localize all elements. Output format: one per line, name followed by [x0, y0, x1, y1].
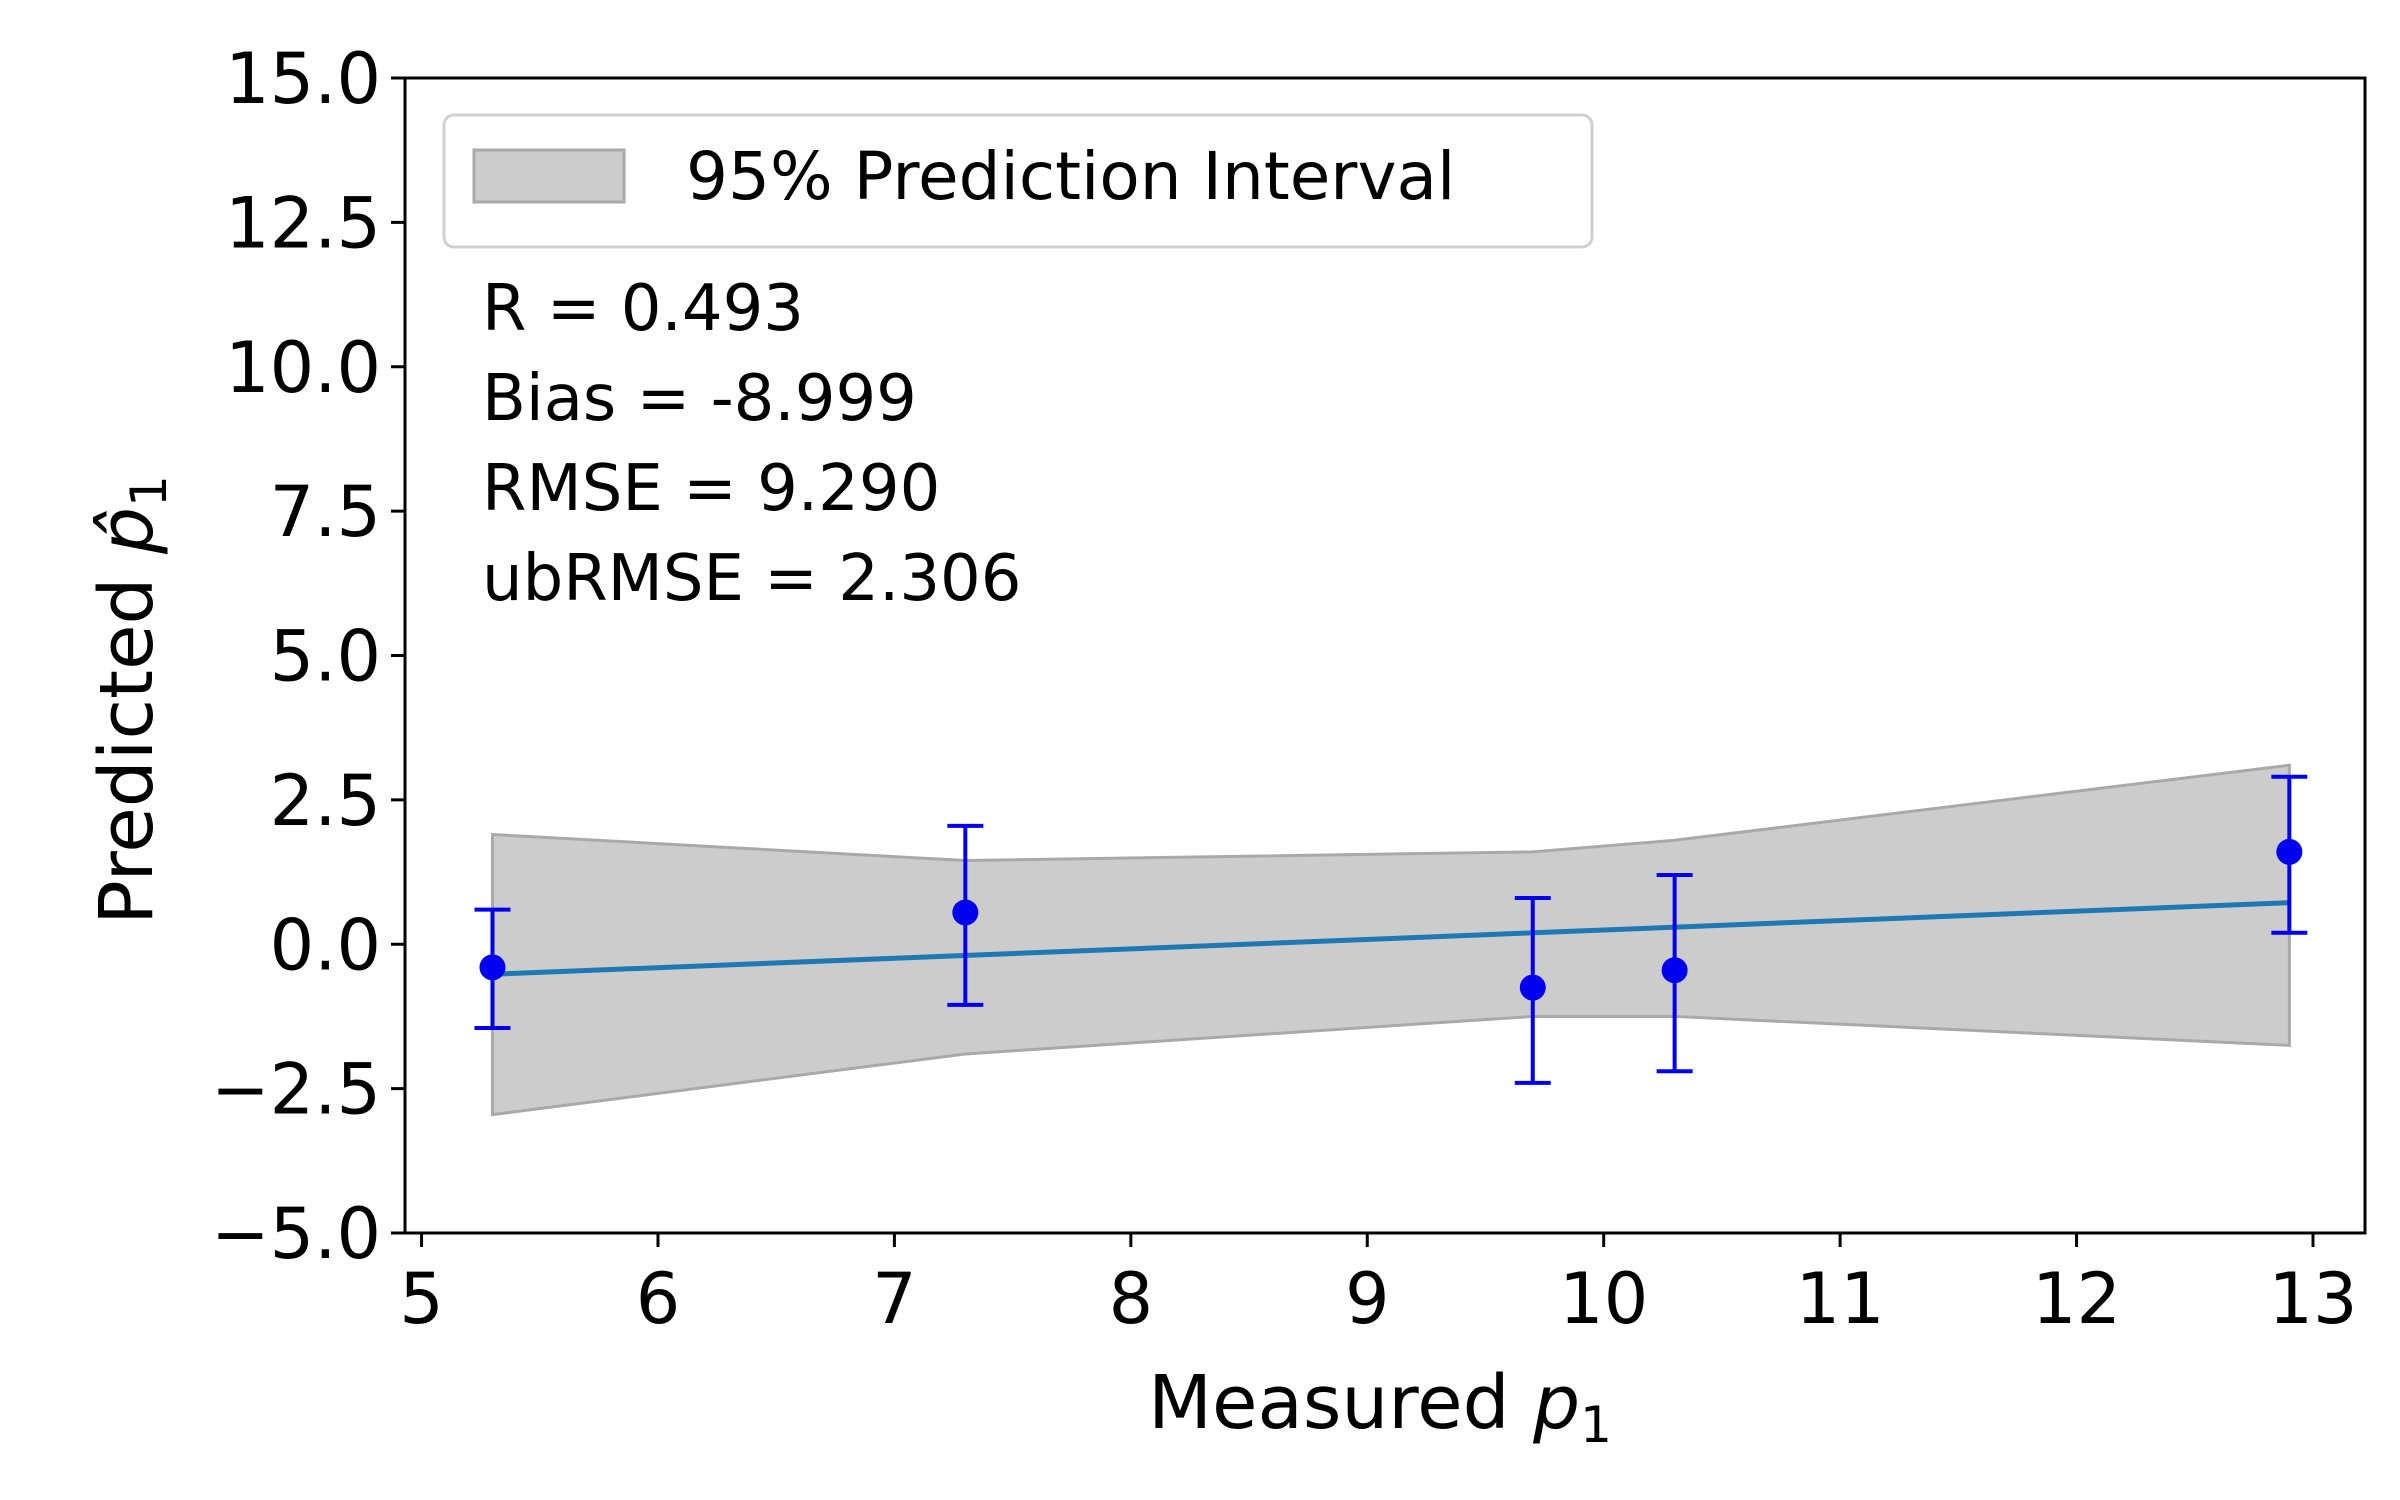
- data-point-1: [479, 954, 506, 981]
- stat-rmse: RMSE = 9.290: [482, 452, 940, 526]
- legend-box: [442, 113, 1594, 249]
- x-tick-label-7: 7: [872, 1258, 917, 1340]
- fit-line: [492, 900, 2290, 977]
- data-point-2: [952, 899, 979, 926]
- y-tick-label-4: 5.0: [270, 616, 381, 698]
- y-tick-label-6: 10.0: [225, 327, 381, 409]
- x-tick-label-10: 10: [1559, 1258, 1648, 1340]
- x-tick-label-12: 12: [2032, 1258, 2121, 1340]
- x-axis-title: Measured p1: [1148, 1360, 1612, 1454]
- legend: 95% Prediction Interval: [442, 113, 1594, 249]
- y-axis-ticks: −5.0 −2.5 0.0 2.5 5.0 7.5 10.0 12.5 15.0: [211, 38, 405, 1275]
- y-tick-label-7: 12.5: [225, 182, 381, 264]
- data-point-5: [2276, 838, 2303, 865]
- x-tick-label-11: 11: [1796, 1258, 1885, 1340]
- y-axis-title: Predicted p̂1: [84, 475, 178, 925]
- x-tick-label-5: 5: [399, 1258, 444, 1340]
- data-point-4: [1661, 957, 1688, 984]
- fit-line-layer: [492, 900, 2290, 977]
- stat-r: R = 0.493: [482, 272, 804, 346]
- y-tick-label-8: 15.0: [225, 38, 381, 120]
- stat-ubrmse: ubRMSE = 2.306: [482, 542, 1021, 616]
- x-tick-label-13: 13: [2268, 1258, 2357, 1340]
- stats-annotation: R = 0.493 Bias = -8.999 RMSE = 9.290 ubR…: [482, 272, 1021, 616]
- data-point-3: [1519, 974, 1546, 1001]
- y-tick-label-2: 0.0: [270, 904, 381, 986]
- y-tick-label-3: 2.5: [270, 760, 381, 842]
- x-tick-label-6: 6: [636, 1258, 681, 1340]
- legend-swatch-prediction-interval: [472, 148, 626, 204]
- y-tick-label-1: −2.5: [211, 1049, 381, 1131]
- data-points-layer: [474, 774, 2308, 1085]
- x-tick-label-8: 8: [1109, 1258, 1154, 1340]
- y-tick-label-5: 7.5: [270, 471, 381, 553]
- stat-bias: Bias = -8.999: [482, 362, 917, 436]
- legend-label-prediction-interval: 95% Prediction Interval: [686, 138, 1455, 215]
- x-axis-ticks: 5 6 7 8 9 10 11 12 13: [399, 1233, 2358, 1340]
- y-tick-label-0: −5.0: [211, 1193, 381, 1275]
- x-tick-label-9: 9: [1345, 1258, 1390, 1340]
